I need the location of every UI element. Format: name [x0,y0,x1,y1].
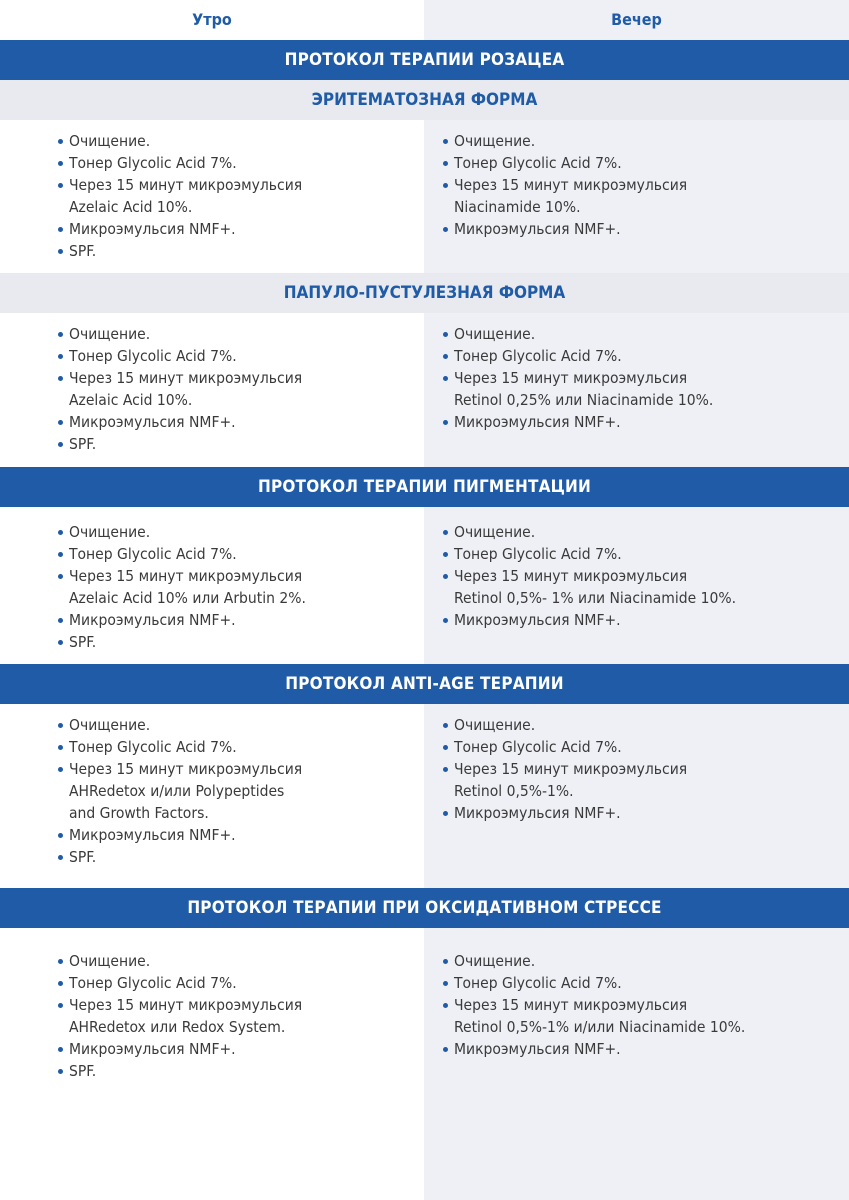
morning-steps-list: Очищение. Тонер Glycolic Acid 7%. Через 15… [0,704,424,888]
step-item: Тонер Glycolic Acid 7%. [443,543,849,565]
morning-steps-list: Очищение. Тонер Glycolic Acid 7%. Через 15… [0,507,424,664]
step-item: Тонер Glycolic Acid 7%. [443,736,849,758]
protocol-row: Очищение. Тонер Glycolic Acid 7%. Через 15… [0,120,849,273]
protocol-row: Очищение. Тонер Glycolic Acid 7%. Через 15… [0,928,849,1198]
step-item: Очищение. [443,950,849,972]
evening-column-background [424,0,849,1200]
step-item: Тонер Glycolic Acid 7%. [58,543,424,565]
protocol-row: Очищение. Тонер Glycolic Acid 7%. Через 15… [0,704,849,888]
morning-steps-list: Очищение. Тонер Glycolic Acid 7%. Через 15… [0,928,424,1198]
step-item: Через 15 минут микроэмульсия Niacinamide… [443,174,849,218]
step-item: Через 15 минут микроэмульсия Retinol 0,5… [443,565,849,609]
step-item: Тонер Glycolic Acid 7%. [443,152,849,174]
step-item: Микроэмульсия NMF+. [58,824,424,846]
evening-steps-list: Очищение. Тонер Glycolic Acid 7%. Через 15… [424,313,849,467]
morning-steps-list: Очищение. Тонер Glycolic Acid 7%. Через 15… [0,120,424,273]
protocol-row: Очищение. Тонер Glycolic Acid 7%. Через 15… [0,313,849,467]
step-item: SPF. [58,240,424,262]
evening-steps-list: Очищение. Тонер Glycolic Acid 7%. Через 15… [424,120,849,273]
morning-steps-list: Очищение. Тонер Glycolic Acid 7%. Через 15… [0,313,424,467]
step-item: Через 15 минут микроэмульсия Retinol 0,5… [443,994,849,1038]
step-item: Тонер Glycolic Acid 7%. [58,736,424,758]
step-item: Очищение. [58,521,424,543]
step-item: SPF. [58,433,424,455]
step-item: Через 15 минут микроэмульсия AHRedetox и… [58,994,424,1038]
step-item: Микроэмульсия NMF+. [443,218,849,240]
step-item: SPF. [58,846,424,868]
form-subtitle: ПАПУЛО-ПУСТУЛЕЗНАЯ ФОРМА [0,273,849,313]
step-item: Тонер Glycolic Acid 7%. [443,345,849,367]
step-item: Через 15 минут микроэмульсия AHRedetox и… [58,758,424,824]
step-item: Микроэмульсия NMF+. [443,609,849,631]
evening-steps-list: Очищение. Тонер Glycolic Acid 7%. Через 15… [424,704,849,888]
step-item: Очищение. [443,323,849,345]
step-item: Через 15 минут микроэмульсия Azelaic Aci… [58,174,424,218]
step-item: Через 15 минут микроэмульсия Retinol 0,5… [443,758,849,802]
step-item: Через 15 минут микроэмульсия Azelaic Aci… [58,565,424,609]
step-item: Через 15 минут микроэмульсия Azelaic Aci… [58,367,424,411]
protocol-row: Очищение. Тонер Glycolic Acid 7%. Через 15… [0,507,849,664]
step-item: Очищение. [443,130,849,152]
step-item: Через 15 минут микроэмульсия Retinol 0,2… [443,367,849,411]
step-item: Микроэмульсия NMF+. [443,411,849,433]
column-header: Утро Вечер [0,0,849,40]
step-item: Микроэмульсия NMF+. [58,411,424,433]
evening-steps-list: Очищение. Тонер Glycolic Acid 7%. Через 15… [424,507,849,664]
step-item: Очищение. [58,950,424,972]
protocol-title: ПРОТОКОЛ ТЕРАПИИ РОЗАЦЕА [0,40,849,80]
step-item: Микроэмульсия NMF+. [443,1038,849,1060]
morning-header: Утро [192,10,232,29]
step-item: Микроэмульсия NMF+. [443,802,849,824]
step-item: Очищение. [58,714,424,736]
step-item: Микроэмульсия NMF+. [58,218,424,240]
step-item: Микроэмульсия NMF+. [58,609,424,631]
step-item: Тонер Glycolic Acid 7%. [443,972,849,994]
step-item: Очищение. [443,714,849,736]
step-item: Очищение. [58,130,424,152]
step-item: Очищение. [58,323,424,345]
step-item: SPF. [58,1060,424,1082]
form-subtitle: ЭРИТЕМАТОЗНАЯ ФОРМА [0,80,849,120]
step-item: SPF. [58,631,424,653]
protocol-title: ПРОТОКОЛ ANTI-AGE ТЕРАПИИ [0,664,849,704]
protocol-title: ПРОТОКОЛ ТЕРАПИИ ПРИ ОКСИДАТИВНОМ СТРЕСС… [0,888,849,928]
evening-steps-list: Очищение. Тонер Glycolic Acid 7%. Через 15… [424,928,849,1198]
step-item: Микроэмульсия NMF+. [58,1038,424,1060]
step-item: Тонер Glycolic Acid 7%. [58,972,424,994]
protocol-title: ПРОТОКОЛ ТЕРАПИИ ПИГМЕНТАЦИИ [0,467,849,507]
step-item: Очищение. [443,521,849,543]
evening-header: Вечер [611,10,662,29]
step-item: Тонер Glycolic Acid 7%. [58,345,424,367]
step-item: Тонер Glycolic Acid 7%. [58,152,424,174]
